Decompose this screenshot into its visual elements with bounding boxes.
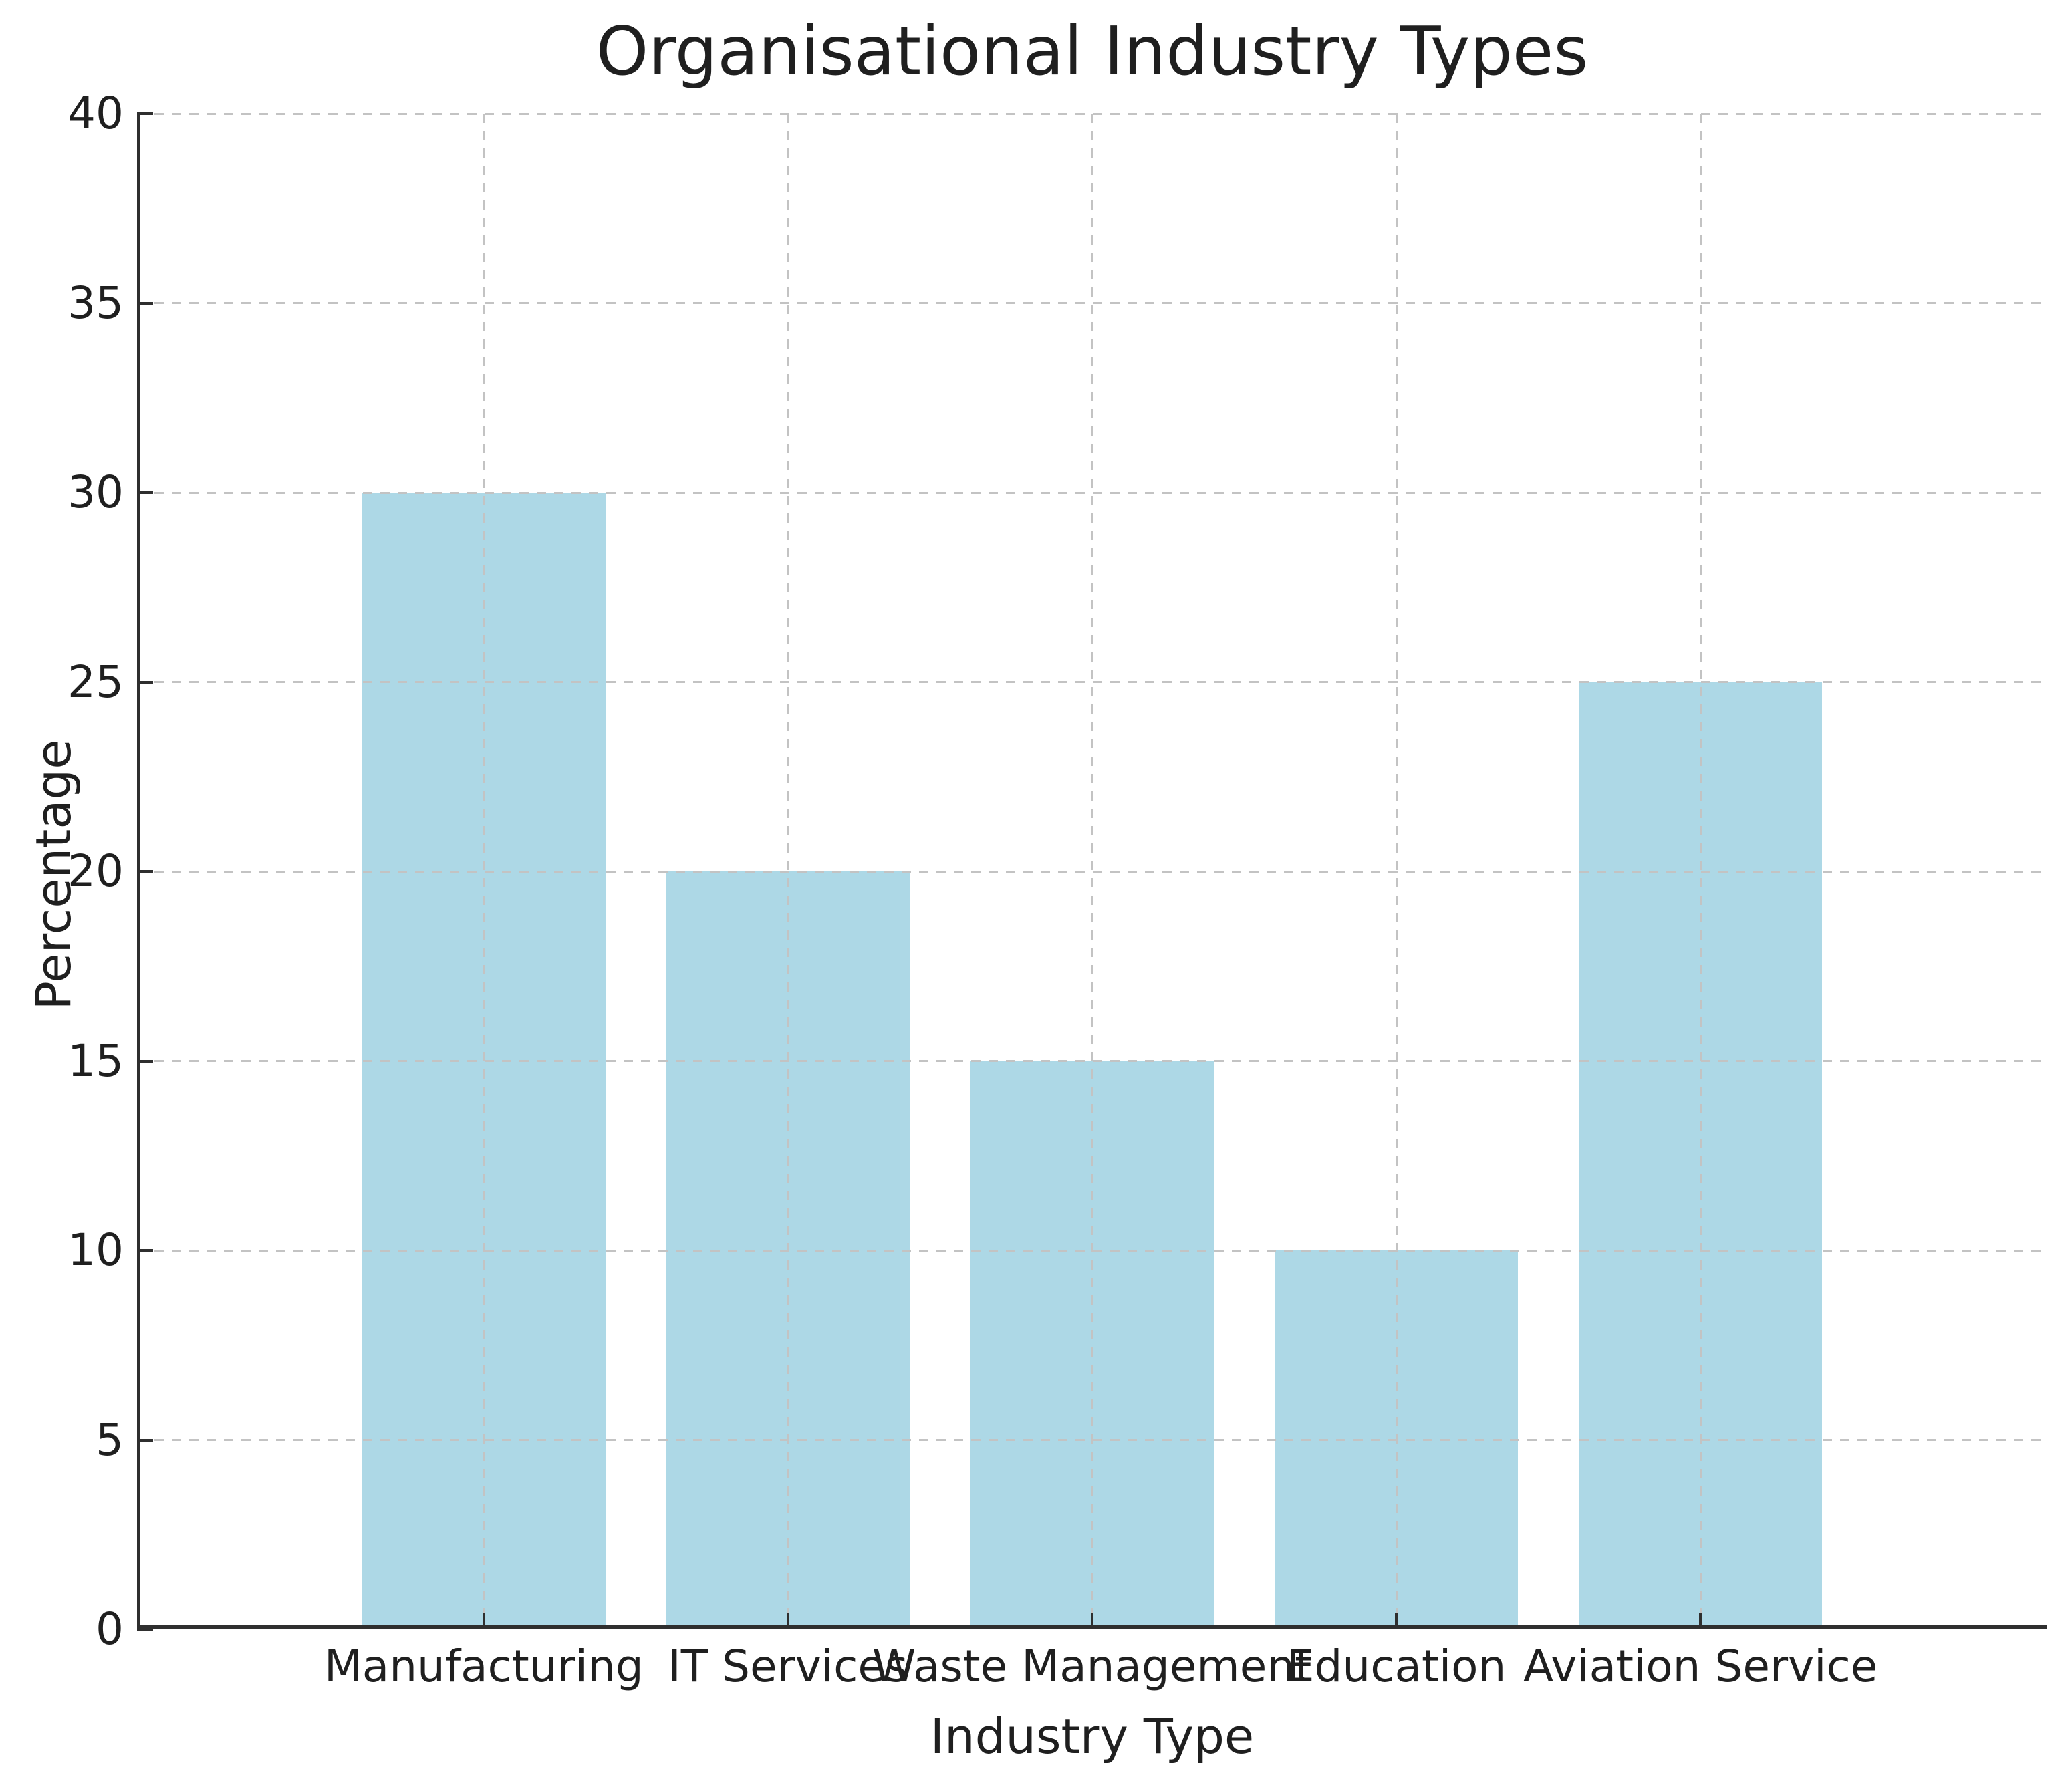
chart-title: Organisational Industry Types — [596, 12, 1589, 90]
y-tick-label-35: 35 — [68, 277, 124, 329]
v-gridline-waste-management — [1091, 114, 1093, 1629]
y-tick-mark-25 — [137, 680, 153, 684]
x-tick-mark-it-services — [786, 1613, 789, 1629]
y-tick-label-20: 20 — [68, 845, 124, 897]
y-tick-mark-15 — [137, 1059, 153, 1063]
y-tick-mark-10 — [137, 1249, 153, 1252]
x-tick-mark-aviation-service — [1699, 1613, 1702, 1629]
x-tick-mark-waste-management — [1091, 1613, 1093, 1629]
y-tick-mark-20 — [137, 870, 153, 873]
y-tick-mark-0 — [137, 1628, 153, 1631]
x-tick-label-waste-management: Waste Management — [872, 1641, 1313, 1692]
v-gridline-education — [1395, 114, 1398, 1629]
x-tick-mark-education — [1395, 1613, 1398, 1629]
y-tick-label-15: 15 — [68, 1035, 124, 1087]
x-tick-mark-manufacturing — [482, 1613, 485, 1629]
y-tick-label-40: 40 — [68, 88, 124, 139]
y-tick-label-30: 30 — [68, 466, 124, 518]
y-tick-mark-30 — [137, 491, 153, 494]
x-tick-label-education: Education — [1286, 1641, 1507, 1692]
plot-area — [137, 112, 2047, 1631]
v-gridline-manufacturing — [483, 114, 485, 1629]
y-tick-mark-35 — [137, 301, 153, 305]
x-axis-label: Industry Type — [930, 1708, 1255, 1764]
x-tick-label-aviation-service: Aviation Service — [1523, 1641, 1878, 1692]
x-tick-label-manufacturing: Manufacturing — [323, 1641, 644, 1692]
y-tick-label-25: 25 — [68, 656, 124, 708]
x-tick-label-it-services: IT Services — [668, 1641, 908, 1692]
v-gridline-it-services — [787, 114, 789, 1629]
v-gridline-aviation-service — [1699, 114, 1702, 1629]
y-tick-label-5: 5 — [96, 1413, 124, 1466]
y-tick-label-0: 0 — [96, 1603, 124, 1655]
y-tick-mark-5 — [137, 1438, 153, 1442]
y-tick-label-10: 10 — [68, 1224, 124, 1276]
y-tick-mark-40 — [137, 112, 153, 115]
